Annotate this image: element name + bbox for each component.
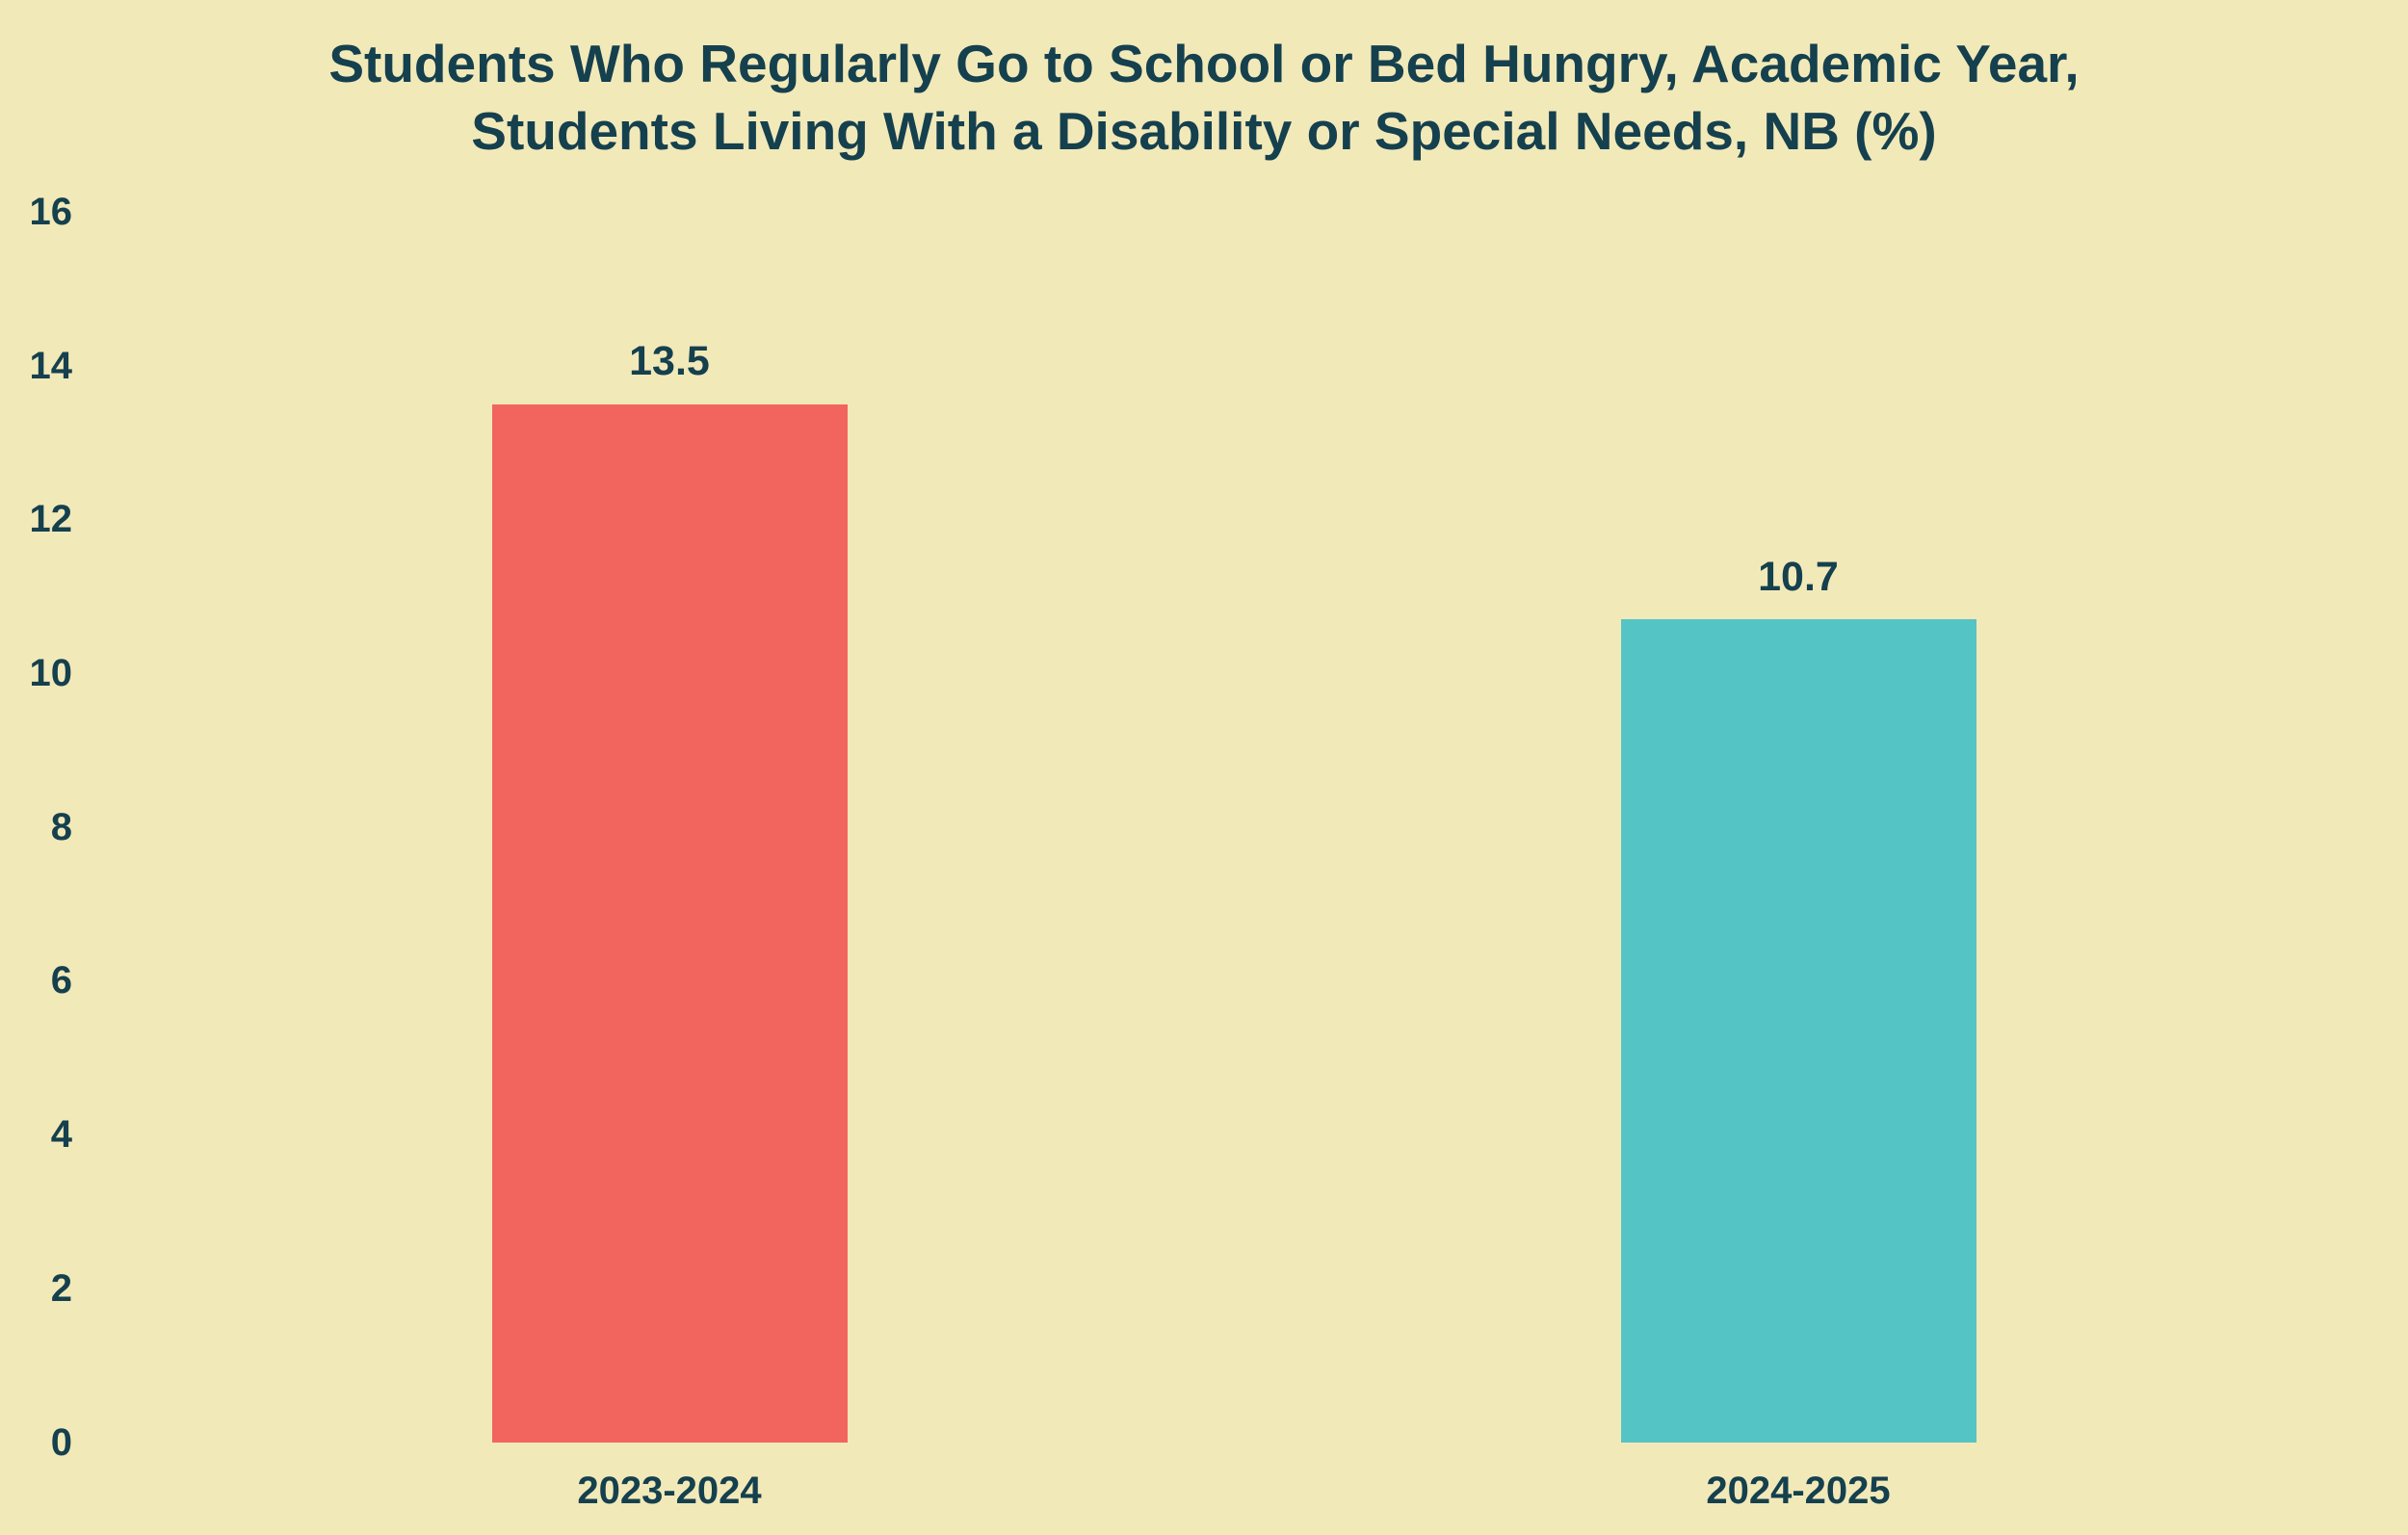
bar-group: 13.5 bbox=[491, 0, 848, 1443]
y-tick-label: 2 bbox=[50, 1266, 72, 1310]
bar-value-label: 10.7 bbox=[1758, 553, 1839, 600]
chart-title-line1: Students Who Regularly Go to School or B… bbox=[328, 34, 2080, 93]
bar-2023-2024 bbox=[491, 403, 848, 1443]
chart-title: Students Who Regularly Go to School or B… bbox=[0, 30, 2408, 165]
y-tick-label: 8 bbox=[50, 805, 72, 848]
x-tick-label: 2024-2025 bbox=[1706, 1470, 1891, 1512]
chart-title-line2: Students Living With a Disability or Spe… bbox=[471, 101, 1937, 161]
bar-group: 10.7 bbox=[1620, 0, 1976, 1443]
y-tick-label: 10 bbox=[29, 652, 73, 695]
x-tick-label: 2023-2024 bbox=[577, 1470, 762, 1512]
y-axis: 0 2 4 6 8 10 12 14 16 bbox=[0, 0, 73, 1535]
y-tick-label: 0 bbox=[50, 1420, 72, 1464]
bar-2024-2025 bbox=[1620, 619, 1976, 1443]
y-tick-label: 16 bbox=[29, 191, 73, 234]
plot-area: 13.5 10.7 bbox=[105, 0, 2363, 1443]
bar-value-label: 13.5 bbox=[629, 338, 710, 385]
y-tick-label: 14 bbox=[29, 344, 73, 387]
y-tick-label: 6 bbox=[50, 959, 72, 1002]
y-tick-label: 12 bbox=[29, 498, 73, 541]
y-tick-label: 4 bbox=[50, 1113, 72, 1157]
